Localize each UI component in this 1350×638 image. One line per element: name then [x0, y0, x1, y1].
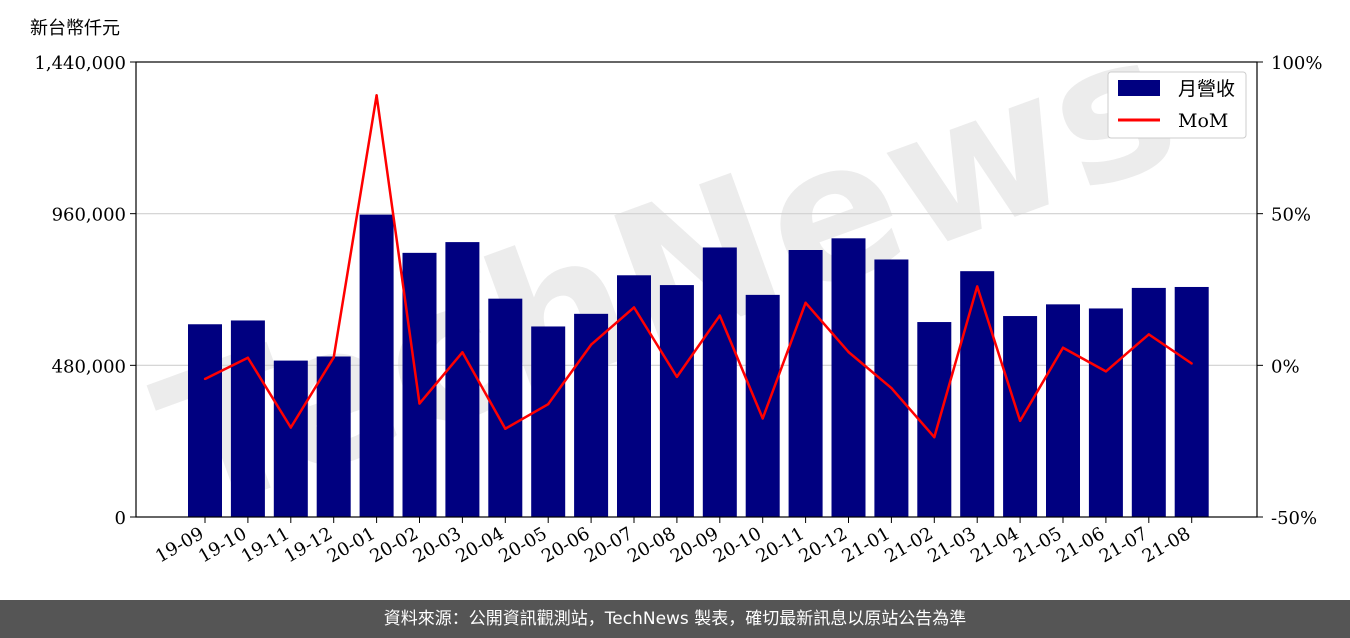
x-tick-label: 21-06: [1053, 523, 1108, 567]
mom-point-19-09: [203, 377, 207, 381]
left-tick-label: 0: [115, 508, 126, 529]
right-tick-label: 50%: [1271, 205, 1311, 226]
bar-19-09: [188, 324, 222, 517]
x-tick-label: 20-02: [367, 523, 422, 567]
x-tick-label: 20-04: [452, 523, 507, 567]
mom-point-20-01: [375, 94, 378, 97]
x-tick-label: 21-04: [967, 523, 1022, 567]
bar-21-08: [1174, 286, 1209, 517]
x-tick-label: 21-08: [1139, 523, 1194, 567]
x-tick-label: 19-09: [152, 523, 207, 567]
bar-21-07: [1131, 287, 1166, 517]
x-tick-label: 19-12: [281, 523, 336, 567]
mom-point-21-02: [933, 436, 936, 439]
x-axis: 19-0919-1019-1119-1220-0120-0220-0320-04…: [152, 517, 1194, 567]
mom-point-19-12: [332, 356, 335, 359]
right-tick-label: 100%: [1271, 53, 1322, 74]
mom-point-20-03: [461, 351, 464, 354]
x-tick-label: 21-01: [838, 523, 893, 567]
mom-line-series: [203, 94, 1193, 439]
mom-line: [204, 94, 1193, 439]
bar-20-03: [445, 242, 480, 517]
legend-bar-label: 月營收: [1178, 78, 1235, 100]
plot-frame: [135, 61, 1258, 518]
bar-20-10: [745, 294, 780, 517]
mom-point-20-11: [804, 301, 807, 305]
mom-point-21-07: [1147, 333, 1151, 336]
mom-point-20-12: [847, 350, 850, 354]
x-tick-label: 20-12: [796, 523, 851, 567]
right-y-axis: -50% 0% 50% 100%: [1257, 53, 1322, 529]
mom-point-20-07: [632, 306, 636, 309]
x-tick-label: 20-03: [409, 523, 464, 567]
x-tick-label: 20-09: [667, 523, 722, 567]
x-tick-label: 21-07: [1096, 523, 1151, 567]
x-tick-label: 20-11: [753, 523, 808, 567]
x-tick-label: 20-08: [624, 523, 679, 567]
x-tick-label: 20-06: [538, 523, 593, 567]
bar-20-07: [617, 275, 651, 517]
bar-20-12: [831, 238, 866, 517]
bar-20-06: [574, 313, 609, 517]
x-tick-label: 20-10: [710, 523, 765, 567]
bar-20-08: [659, 285, 694, 517]
x-tick-label: 20-01: [324, 523, 379, 567]
mom-point-21-01: [890, 386, 893, 390]
bar-20-09: [702, 247, 737, 517]
right-tick-label: 0%: [1271, 356, 1300, 377]
left-tick-label: 960,000: [52, 205, 126, 226]
bar-21-04: [1003, 316, 1038, 517]
mom-point-21-04: [1018, 419, 1022, 423]
mom-point-20-05: [547, 402, 550, 406]
bar-series: [188, 214, 1209, 518]
legend-line-label: MoM: [1178, 110, 1228, 132]
source-footer: 資料來源：公開資訊觀測站，TechNews 製表，確切最新訊息以原站公告為準: [0, 600, 1350, 638]
x-tick-label: 21-02: [881, 523, 936, 567]
x-tick-label: 20-07: [581, 523, 636, 567]
bar-19-10: [230, 320, 265, 517]
bar-20-02: [402, 252, 437, 517]
left-y-axis: 0 480,000 960,000 1,440,000: [34, 53, 136, 529]
mom-point-21-05: [1061, 346, 1065, 349]
x-tick-label: 21-05: [1010, 523, 1065, 567]
bar-21-03: [960, 271, 995, 517]
mom-point-20-10: [761, 417, 764, 420]
mom-point-20-04: [504, 427, 507, 430]
mom-point-20-08: [675, 375, 679, 379]
legend-bar-swatch: [1118, 80, 1160, 96]
bar-20-01: [359, 214, 394, 518]
mom-point-19-11: [289, 426, 292, 429]
mom-point-20-02: [418, 402, 421, 405]
mom-point-21-08: [1190, 362, 1193, 365]
x-tick-label: 20-05: [495, 523, 550, 567]
right-tick-label: -50%: [1271, 508, 1317, 529]
bar-21-06: [1088, 308, 1123, 517]
x-tick-label: 21-03: [924, 523, 979, 567]
y-axis-unit-label: 新台幣仟元: [30, 18, 120, 39]
left-tick-label: 1,440,000: [34, 53, 126, 74]
mom-point-21-03: [976, 285, 979, 288]
mom-point-20-09: [718, 314, 721, 317]
bar-19-11: [273, 360, 308, 517]
bar-20-11: [788, 250, 823, 517]
bar-20-05: [531, 326, 566, 517]
bar-21-05: [1046, 304, 1080, 517]
bar-19-12: [316, 356, 351, 517]
bar-21-02: [917, 322, 952, 517]
mom-point-20-06: [589, 343, 593, 346]
mom-point-21-06: [1104, 370, 1108, 373]
left-tick-label: 480,000: [52, 356, 126, 377]
legend: 月營收 MoM: [1107, 71, 1247, 139]
mom-point-19-10: [246, 356, 250, 359]
